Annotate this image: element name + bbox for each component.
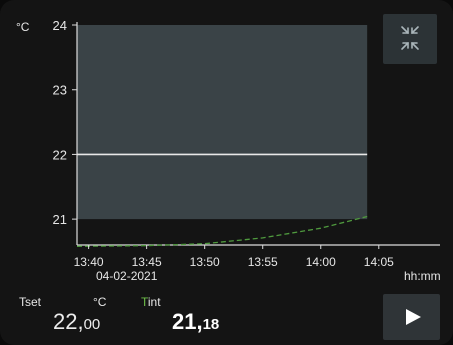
y-tick-label: 24 [53,18,67,33]
y-tick-label: 23 [53,83,67,98]
y-tick-label: 22 [53,147,67,162]
tint-label-prefix: T [141,295,148,309]
x-tick-label: 14:05 [364,255,394,269]
x-tick-label: 13:40 [74,255,104,269]
tint-label-suffix: int [147,295,161,309]
play-icon [406,309,421,325]
x-tick-label: 14:00 [306,255,336,269]
x-axis-unit: hh:mm [404,269,441,283]
collapse-arrows-icon [401,26,419,50]
tset-unit-label: °C [93,295,107,309]
y-axis-unit: °C [16,20,30,34]
x-tick-label: 13:50 [190,255,220,269]
collapse-button[interactable] [383,14,437,64]
tint-value-decimal: 18 [202,316,220,333]
tint-label: Tint [141,296,161,308]
x-tick-label: 13:45 [132,255,162,269]
tint-value: 21,18 [172,311,219,333]
chart-band [77,25,368,220]
y-tick-label: 21 [53,212,67,227]
play-button[interactable] [383,294,440,340]
tset-value-decimal: 00 [83,316,101,333]
date-label: 04-02-2021 [96,269,158,283]
tint-value-integer: 21, [172,309,203,334]
tset-value: 22,00 [53,311,100,333]
tset-label: Tset [19,295,42,309]
series-line-measured [76,215,368,247]
tset-value-integer: 22, [53,309,84,334]
x-tick-label: 13:55 [248,255,278,269]
